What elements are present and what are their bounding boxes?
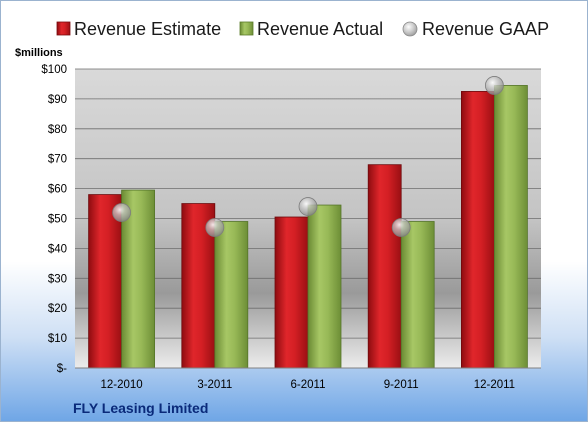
y-tick-label: $30 (48, 273, 67, 285)
bar-revenue-actual (307, 204, 342, 369)
point-revenue-gaap (205, 218, 225, 237)
y-tick-label: $10 (48, 333, 67, 345)
bar-revenue-estimate (88, 194, 122, 369)
y-axis-unit-label: $millions (15, 47, 63, 59)
bar-revenue-actual (493, 85, 528, 369)
y-tick-label: $40 (48, 243, 67, 255)
y-tick-label: $70 (48, 154, 67, 166)
legend-label-actual: Revenue Actual (257, 19, 383, 39)
y-tick-label: $60 (48, 184, 67, 196)
legend-item-gaap: Revenue GAAP (402, 19, 549, 39)
y-tick-label: $- (57, 363, 67, 375)
legend-swatch-gaap (402, 21, 418, 37)
y-tick-label: $80 (48, 124, 67, 136)
legend-label-gaap: Revenue GAAP (422, 19, 549, 39)
legend: Revenue Estimate Revenue Actual Revenue … (56, 19, 549, 39)
y-tick-label: $20 (48, 303, 67, 315)
point-revenue-gaap (391, 218, 411, 237)
x-tick-label: 3-2011 (197, 379, 232, 391)
company-name: FLY Leasing Limited (73, 400, 208, 416)
x-tick-label: 6-2011 (291, 379, 326, 391)
y-axis-ticks: $- $10 $20 $30 $40 $50 $60 $70 $80 $90 $100 (41, 64, 67, 375)
bar-revenue-actual (214, 221, 249, 369)
legend-swatch-estimate (56, 21, 71, 36)
legend-item-actual: Revenue Actual (239, 19, 383, 39)
gaap-markers (112, 76, 504, 237)
x-tick-label: 12-2010 (100, 379, 142, 391)
bar-revenue-estimate (274, 216, 309, 369)
bar-revenue-estimate (460, 91, 495, 369)
y-tick-label: $50 (48, 214, 67, 226)
legend-label-estimate: Revenue Estimate (74, 19, 221, 39)
y-tick-label: $90 (48, 94, 67, 106)
x-tick-label: 12-2011 (474, 379, 515, 391)
y-tick-label: $100 (41, 64, 67, 76)
point-revenue-gaap (112, 203, 131, 222)
legend-item-estimate: Revenue Estimate (56, 19, 221, 39)
bar-revenue-actual (400, 221, 435, 369)
point-revenue-gaap (484, 76, 504, 95)
legend-swatch-actual (239, 21, 254, 36)
x-axis-ticks: 12-2010 3-2011 6-2011 9-2011 12-2011 (100, 379, 515, 391)
bar-revenue-estimate (367, 164, 402, 369)
point-revenue-gaap (298, 197, 318, 216)
x-tick-label: 9-2011 (384, 379, 419, 391)
